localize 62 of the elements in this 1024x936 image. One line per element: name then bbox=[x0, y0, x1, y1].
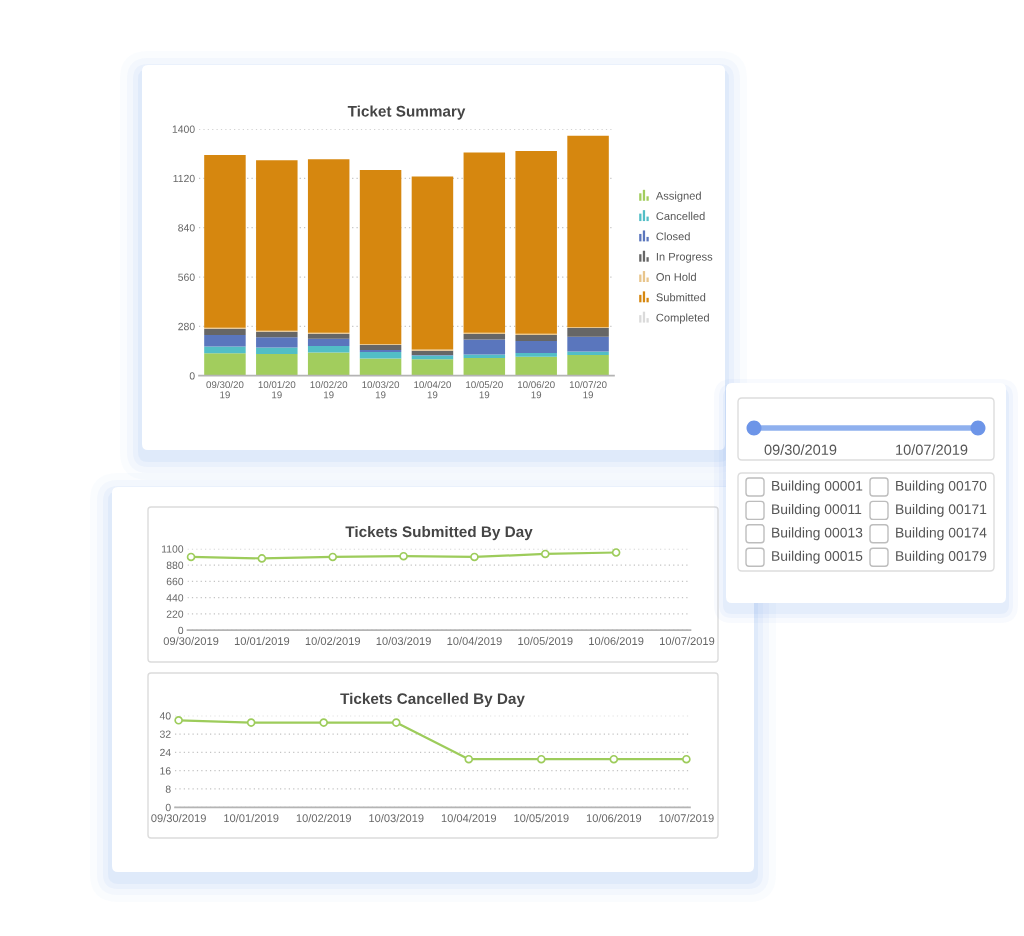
y-tick-label: 0 bbox=[165, 803, 171, 812]
x-tick-label: 10/05/2019 bbox=[514, 813, 569, 823]
y-tick-label: 0 bbox=[178, 626, 184, 635]
text: Building 00174 bbox=[896, 527, 987, 541]
x-tick-label: 10/07/2019 bbox=[660, 636, 715, 646]
y-tick-label: 16 bbox=[160, 767, 171, 775]
legend-label: In Progress bbox=[656, 252, 713, 263]
chart-title: Tickets Cancelled By Day bbox=[340, 692, 525, 708]
x-tick-label: 10/06/2019 bbox=[586, 813, 642, 823]
y-tick-label: 8 bbox=[165, 785, 171, 793]
text: Building 00179 bbox=[896, 550, 987, 564]
legend-label: Assigned bbox=[655, 191, 701, 202]
x-tick-label: 10/04/2019 bbox=[414, 380, 451, 399]
text: 10/07/2019 bbox=[896, 444, 968, 455]
legend-label: Completed bbox=[656, 313, 709, 324]
x-tick-label: 10/01/2019 bbox=[258, 380, 296, 399]
y-tick-label: 32 bbox=[159, 730, 171, 738]
x-tick-label: 10/04/2019 bbox=[447, 636, 502, 646]
y-tick-label: 1400 bbox=[172, 125, 195, 133]
text: Building 00170 bbox=[896, 480, 987, 494]
y-tick-label: 880 bbox=[166, 561, 184, 569]
x-tick-label: 10/07/2019 bbox=[659, 813, 714, 823]
y-tick-label: 220 bbox=[166, 610, 184, 618]
text: Building 00011 bbox=[772, 503, 862, 517]
x-tick-label: 10/02/2019 bbox=[310, 380, 348, 399]
x-tick-label: 10/07/2019 bbox=[569, 380, 607, 399]
x-tick-label: 09/30/2019 bbox=[206, 380, 244, 399]
y-tick-label: 24 bbox=[160, 748, 171, 757]
x-tick-label: 10/03/2019 bbox=[362, 380, 400, 399]
chart-title: Ticket Summary bbox=[347, 105, 466, 120]
y-tick-label: 840 bbox=[178, 224, 195, 232]
legend-label: On Hold bbox=[656, 272, 696, 281]
text: Building 00013 bbox=[772, 527, 863, 541]
y-tick-label: 0 bbox=[189, 372, 195, 380]
y-tick-label: 560 bbox=[178, 273, 195, 281]
x-tick-label: 10/03/2019 bbox=[369, 813, 424, 823]
text: Building 00001 bbox=[772, 480, 863, 494]
legend-label: Cancelled bbox=[656, 211, 705, 221]
x-tick-label: 10/04/2019 bbox=[441, 813, 497, 823]
text: 09/30/2019 bbox=[764, 444, 837, 455]
y-tick-label: 40 bbox=[159, 712, 171, 720]
chart-title: Tickets Submitted By Day bbox=[345, 525, 533, 541]
x-tick-label: 09/30/2019 bbox=[163, 636, 219, 646]
text: Building 00171 bbox=[896, 503, 987, 517]
x-tick-label: 10/03/2019 bbox=[376, 636, 431, 646]
x-tick-label: 10/01/2019 bbox=[224, 813, 279, 823]
y-tick-label: 1100 bbox=[162, 545, 184, 553]
x-tick-label: 10/02/2019 bbox=[305, 636, 361, 646]
x-tick-label: 10/02/2019 bbox=[296, 813, 351, 823]
text: Building 00015 bbox=[772, 550, 863, 564]
legend-label: Closed bbox=[656, 232, 690, 241]
x-tick-label: 09/30/2019 bbox=[151, 813, 206, 823]
legend-label: Submitted bbox=[656, 293, 706, 302]
x-tick-label: 10/01/2019 bbox=[234, 636, 290, 646]
x-tick-label: 10/06/2019 bbox=[518, 380, 555, 399]
y-tick-label: 660 bbox=[166, 577, 184, 586]
y-tick-label: 280 bbox=[178, 322, 195, 331]
y-tick-label: 440 bbox=[166, 594, 184, 602]
y-tick-label: 1120 bbox=[173, 174, 195, 183]
x-tick-label: 10/05/2019 bbox=[466, 380, 503, 399]
x-tick-label: 10/05/2019 bbox=[518, 636, 573, 646]
x-tick-label: 10/06/2019 bbox=[589, 636, 644, 646]
